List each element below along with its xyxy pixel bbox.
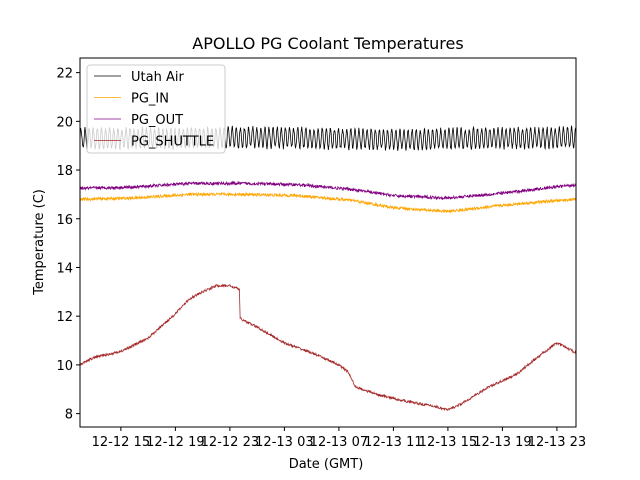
y-axis: 8 10 12 14 16 18 20 22 xyxy=(56,67,80,423)
y-axis-label: Temperature (C) xyxy=(32,189,47,296)
y-tick-label: 16 xyxy=(56,213,73,228)
y-tick-label: 18 xyxy=(56,164,73,179)
x-tick-label: 12-13 07 xyxy=(310,435,368,450)
y-tick-label: 20 xyxy=(56,115,73,130)
axes-frame xyxy=(79,57,577,428)
series-line-pg-out xyxy=(80,180,576,201)
legend-label: PG_IN xyxy=(131,92,169,107)
x-tick-label: 12-13 19 xyxy=(473,435,531,450)
x-tick-label: 12-12 19 xyxy=(146,435,204,450)
y-tick-label: 10 xyxy=(56,359,73,374)
x-tick-label: 12-12 15 xyxy=(92,435,150,450)
series-line-pg-shuttle xyxy=(80,283,576,412)
series-line-pg-in xyxy=(80,191,576,215)
legend-box xyxy=(86,64,226,154)
x-tick-label: 12-13 11 xyxy=(364,435,422,450)
legend: Utah Air PG_IN PG_OUT PG_SHUTTLE xyxy=(86,64,226,154)
x-tick-label: 12-13 15 xyxy=(419,435,477,450)
x-tick-label: 12-13 23 xyxy=(528,435,586,450)
y-tick-label: 14 xyxy=(56,261,73,276)
x-tick-label: 12-12 23 xyxy=(201,435,259,450)
legend-label: PG_SHUTTLE xyxy=(131,135,214,150)
chart-title: APOLLO PG Coolant Temperatures xyxy=(192,34,463,53)
legend-label: Utah Air xyxy=(131,70,184,85)
x-tick-label: 12-13 03 xyxy=(255,435,313,450)
y-tick-label: 12 xyxy=(56,310,73,325)
y-tick-label: 8 xyxy=(65,408,73,423)
x-axis-label: Date (GMT) xyxy=(289,457,364,472)
y-tick-label: 22 xyxy=(56,67,73,82)
legend-label: PG_OUT xyxy=(131,113,183,128)
